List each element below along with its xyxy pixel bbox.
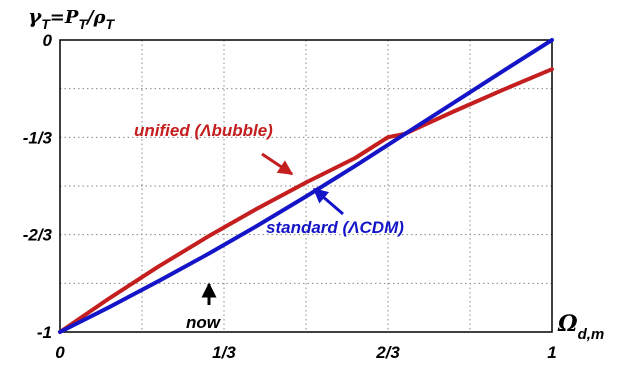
x-tick-label: 1/3 xyxy=(212,343,236,362)
x-axis-label: Ωd,m xyxy=(557,311,604,343)
x-tick-label: 1 xyxy=(547,343,556,362)
series-layer xyxy=(58,38,554,334)
arrow-unified xyxy=(261,152,294,176)
x-tick-label: 0 xyxy=(55,343,65,362)
now-label: now xyxy=(186,313,222,332)
y-axis-label: γT=PT/ρT xyxy=(28,4,116,32)
arrow-standard xyxy=(312,187,344,216)
plot-frame xyxy=(59,39,553,333)
y-tick-label: -1 xyxy=(37,323,52,342)
y-tick-labels: 0 -1/3 -2/3 -1 xyxy=(23,31,53,342)
x-tick-label: 2/3 xyxy=(375,343,400,362)
y-tick-label: -1/3 xyxy=(23,128,53,147)
series-line-unified xyxy=(58,67,554,334)
grid xyxy=(60,40,552,332)
y-tick-label: -2/3 xyxy=(23,226,53,245)
legend-label-standard: standard (ΛCDM) xyxy=(266,218,404,237)
series-line-standard xyxy=(58,38,554,334)
y-tick-label: 0 xyxy=(43,31,53,50)
x-tick-labels: 0 1/3 2/3 1 xyxy=(55,343,556,362)
legend-label-unified: unified (Λbubble) xyxy=(134,121,273,140)
